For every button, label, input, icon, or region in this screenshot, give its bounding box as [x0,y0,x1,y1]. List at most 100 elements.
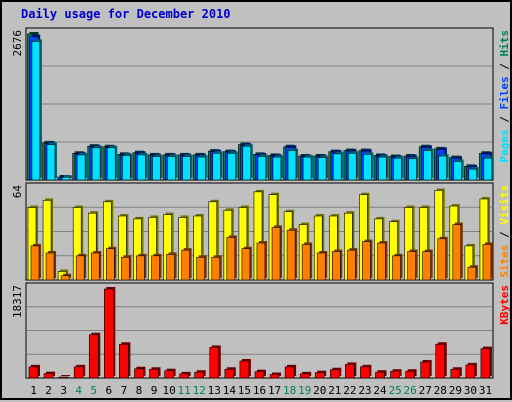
x-tick-label: 7 [121,384,128,397]
bar-pages [31,41,41,181]
bar-sites [437,238,447,281]
panel-bottom: 18317 KBytes [11,282,511,379]
bar-sites [362,241,371,281]
legend-item-files: Files [498,76,511,109]
bar-kbytes [299,373,310,379]
x-tick-label: 13 [208,384,221,397]
x-tick-label: 14 [223,384,237,397]
x-tick-label: 26 [404,384,417,397]
x-tick-label: 27 [419,384,432,397]
bar-kbytes [450,368,461,379]
legend-separator: / [498,225,511,245]
bar-kbytes [104,288,114,379]
bar-sites [121,256,130,281]
bar-pages [287,150,297,181]
bar-pages [46,144,56,181]
bar-pages [227,152,237,181]
x-tick-label: 8 [136,384,143,397]
bar-pages [347,152,357,181]
bar-pages [242,145,252,181]
bar-sites [407,251,416,281]
x-tick-label: 22 [343,384,356,397]
bar-sites [301,244,311,281]
bar-kbytes [480,348,491,379]
bar-kbytes [164,370,174,379]
chart-title: Daily usage for December 2010 [21,7,231,21]
bar-kbytes [43,373,54,379]
bar-sites [30,245,40,281]
y-max-label: 18317 [11,285,24,318]
x-tick-label: 12 [193,384,206,397]
bar-kbytes [390,370,400,379]
bar-pages [197,156,206,181]
panel-middle: 64 Sites / Visits [11,182,511,281]
bar-pages [423,150,432,181]
legend-top: Pages / Files / Hits [498,30,511,163]
x-tick-label: 10 [162,384,175,397]
bar-pages [332,153,342,181]
x-tick-label: 15 [238,384,251,397]
bar-sites [467,266,477,281]
bar-pages [61,176,71,181]
bar-sites [211,256,221,281]
bar-pages [438,155,447,181]
bar-pages [76,154,86,181]
bar-kbytes [239,360,250,379]
bar-sites [347,249,356,281]
x-tick-label: 18 [283,384,296,397]
x-tick-label: 31 [479,384,492,397]
bar-kbytes [314,372,325,379]
bar-sites [75,255,85,281]
bar-sites [256,242,266,281]
x-tick-label: 11 [178,384,191,397]
bar-pages [137,154,146,181]
y-max-label: 2676 [11,30,24,57]
bar-sites [286,229,296,281]
bar-pages [257,156,267,181]
bar-kbytes [58,376,69,379]
bar-kbytes [179,373,189,379]
x-tick-label: 24 [373,384,387,397]
bar-sites [226,237,236,281]
x-tick-label: 25 [388,384,401,397]
legend-item-sites: Sites [498,245,511,278]
bar-pages [106,147,116,181]
x-tick-label: 3 [60,384,67,397]
bar-sites [106,248,115,281]
bar-kbytes [269,374,280,379]
bar-pages [302,156,312,181]
bar-kbytes [88,334,99,379]
bar-sites [45,252,55,281]
x-tick-label: 6 [106,384,113,397]
panel-top: 2676 Pages / Files / Hits [11,27,511,181]
bar-pages [91,147,101,181]
bar-kbytes [345,364,355,379]
legend-item-kbytes: KBytes [498,285,511,325]
bar-pages [121,155,131,181]
x-tick-label: 1 [30,384,37,397]
x-tick-label: 29 [449,384,462,397]
x-tick-label: 17 [268,384,281,397]
legend-item-pages: Pages [498,129,511,162]
bar-sites [392,255,401,281]
bar-sites [151,255,160,281]
bar-sites [166,254,175,281]
x-tick-label: 30 [464,384,477,397]
bar-pages [483,157,493,181]
bar-pages [212,152,221,181]
x-tick-label: 20 [313,384,326,397]
bar-kbytes [73,366,84,379]
bar-sites [90,252,100,281]
bar-pages [393,157,402,181]
bar-sites [316,252,326,281]
legend-middle: Sites / Visits [498,185,511,278]
bar-kbytes [375,371,385,379]
bar-kbytes [224,368,235,379]
bar-kbytes [329,369,340,379]
bar-pages [453,161,463,181]
bar-kbytes [284,366,295,379]
legend-bottom: KBytes [498,285,511,325]
legend-separator: / [498,57,511,77]
bar-pages [152,156,161,181]
